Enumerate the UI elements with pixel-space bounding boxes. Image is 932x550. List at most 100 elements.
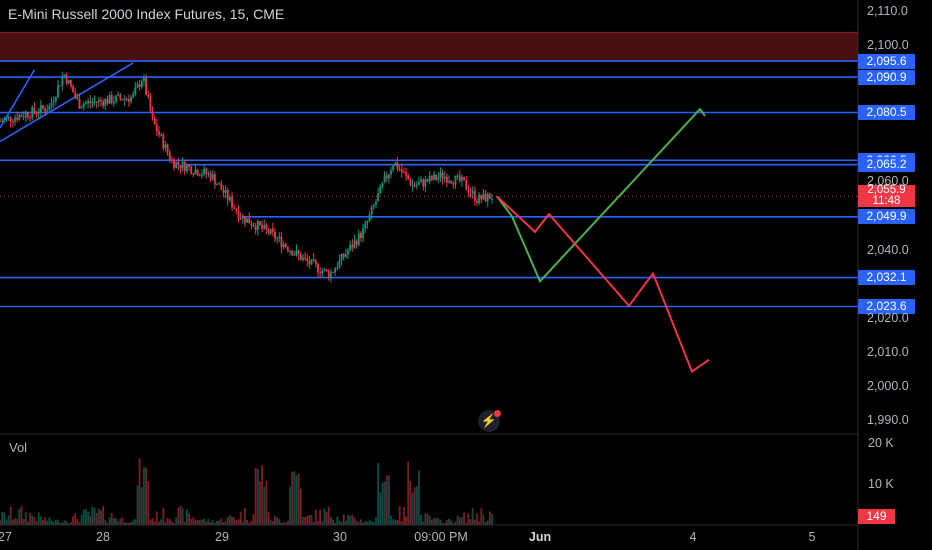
- candle-body: [456, 175, 459, 177]
- volume-bar: [375, 517, 377, 525]
- candle-body: [422, 179, 425, 187]
- candle-body: [231, 196, 233, 208]
- candle-body: [278, 236, 281, 239]
- volume-bar: [445, 520, 448, 525]
- candle-body: [424, 179, 427, 187]
- volume-bar: [430, 519, 433, 525]
- candle-body: [233, 207, 236, 209]
- volume-bar: [291, 471, 294, 525]
- candle-body: [241, 216, 244, 219]
- candle-body: [11, 121, 14, 123]
- volume-bar: [93, 507, 96, 525]
- volume-bar: [162, 507, 165, 525]
- candle-body: [289, 250, 291, 252]
- candle-body: [226, 189, 229, 201]
- candle-body: [110, 95, 113, 104]
- candle-body: [269, 228, 272, 234]
- volume-bar: [188, 513, 190, 525]
- volume-bar: [392, 519, 395, 525]
- bear-projection-path[interactable]: [496, 195, 710, 374]
- time-tick: 27: [0, 530, 12, 544]
- volume-bar: [183, 522, 186, 525]
- volume-bar: [327, 506, 330, 525]
- candle-body: [428, 176, 431, 182]
- volume-bar: [192, 517, 195, 525]
- volume-bar: [398, 505, 401, 525]
- volume-bar: [340, 522, 343, 525]
- level-badge: 2,065.2: [858, 157, 915, 173]
- candle-body: [280, 236, 283, 248]
- volume-bar: [20, 506, 23, 525]
- volume-bar: [85, 508, 87, 525]
- candle-body: [409, 179, 412, 186]
- candle-body: [57, 85, 59, 98]
- candle-body: [7, 116, 10, 118]
- volume-bar: [269, 519, 272, 525]
- volume-tick-10k: 10 K: [868, 477, 894, 491]
- volume-bar: [46, 520, 49, 525]
- volume-bar: [0, 520, 1, 525]
- volume-bar: [119, 518, 122, 525]
- candle-body: [321, 270, 324, 274]
- candle-body: [102, 101, 105, 106]
- volume-bar: [469, 519, 472, 525]
- candle-body: [368, 214, 371, 222]
- candle-body: [293, 254, 296, 256]
- notification-dot: [494, 410, 501, 417]
- candle-body: [480, 194, 483, 200]
- volume-bar: [5, 519, 8, 525]
- candle-body: [138, 84, 141, 88]
- candle-body: [491, 198, 493, 200]
- volume-bar: [50, 520, 53, 525]
- volume-bar: [7, 515, 10, 525]
- candle-body: [370, 207, 373, 215]
- volume-bar: [407, 461, 410, 525]
- candle-body: [239, 218, 242, 220]
- candle-body: [76, 97, 79, 99]
- volume-bar: [476, 513, 478, 525]
- volume-bar: [433, 518, 435, 525]
- projection-paths[interactable]: [496, 107, 710, 374]
- candle-body: [323, 269, 326, 271]
- candle-body: [97, 99, 100, 103]
- trend-line[interactable]: [0, 62, 134, 143]
- volume-bar: [209, 522, 212, 525]
- candle-body: [353, 240, 356, 248]
- volume-bar: [74, 513, 77, 525]
- volume-bar: [418, 470, 420, 525]
- volume-bar: [132, 520, 135, 525]
- volume-bar: [342, 514, 345, 525]
- volume-bar: [422, 521, 425, 525]
- candle-body: [463, 176, 465, 181]
- candle-body: [186, 165, 188, 172]
- volume-bar: [400, 520, 403, 525]
- volume-bar: [306, 515, 309, 525]
- candle-body: [362, 228, 364, 239]
- volume-bar: [239, 511, 242, 525]
- bull-projection-path[interactable]: [496, 107, 706, 284]
- volume-bar: [467, 513, 470, 525]
- candle-body: [123, 98, 126, 101]
- candle-body: [119, 94, 122, 99]
- candle-body: [128, 98, 130, 102]
- volume-bar: [377, 463, 380, 525]
- candle-body: [29, 117, 31, 119]
- candle-body: [125, 98, 128, 100]
- candle-body: [1, 121, 4, 123]
- candle-body: [471, 190, 474, 194]
- candle-body: [377, 193, 380, 202]
- candle-body: [205, 168, 208, 175]
- volume-bar: [435, 518, 438, 525]
- volume-bar: [170, 521, 173, 525]
- axes-layer: [0, 0, 859, 550]
- candle-body: [5, 117, 8, 119]
- level-badge: 2,095.6: [858, 53, 915, 69]
- volume-bar: [48, 517, 51, 525]
- volume-bar: [334, 522, 337, 525]
- candle-body: [106, 98, 109, 104]
- volume-bar: [218, 520, 221, 525]
- horizontal-levels[interactable]: [0, 60, 858, 308]
- candle-body: [437, 177, 440, 180]
- volume-bar: [104, 520, 107, 525]
